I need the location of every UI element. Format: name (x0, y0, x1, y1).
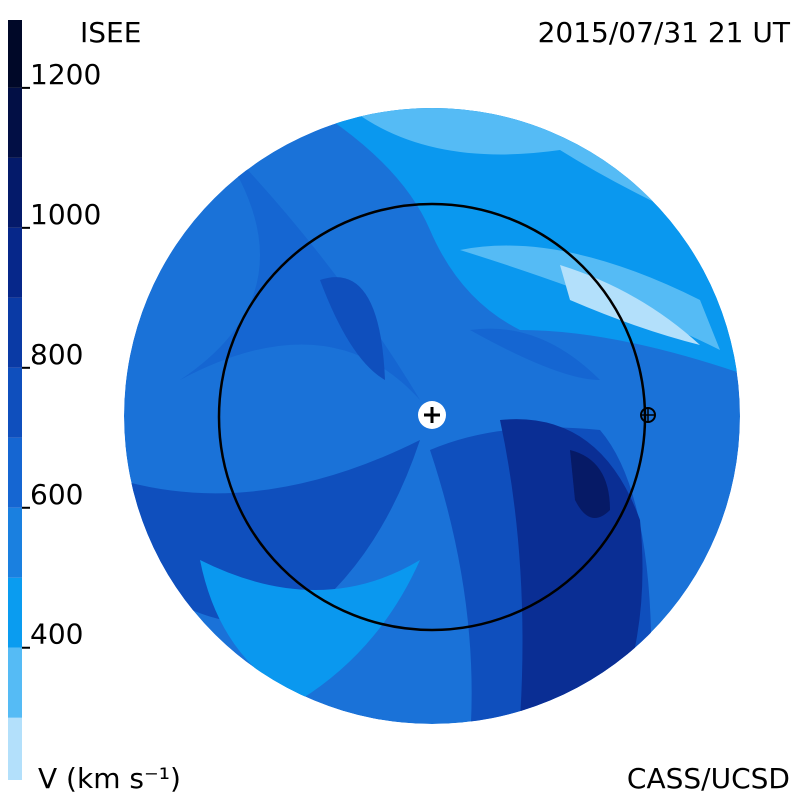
colorbar-level (8, 227, 22, 298)
colorbar-tick-label: 600 (30, 478, 83, 511)
colorbar-level (8, 647, 22, 718)
colorbar: 400 600 800 1000 1200 (8, 20, 101, 780)
earth-marker (641, 408, 655, 422)
title: ISEE (80, 16, 141, 49)
colorbar-tick-label: 400 (30, 618, 83, 651)
colorbar-level (8, 20, 22, 88)
colorbar-tick-label: 800 (30, 338, 83, 371)
earth-orbit (217, 202, 647, 632)
colorbar-level (8, 507, 22, 578)
timestamp: 2015/07/31 21 UT (538, 16, 791, 49)
colorbar-level (8, 297, 22, 368)
unit-label: V (km s⁻¹) (38, 762, 181, 795)
colorbar-level (8, 717, 22, 780)
credit: CASS/UCSD (627, 762, 790, 795)
colorbar-tick-label: 1200 (30, 58, 101, 91)
colorbar-level (8, 437, 22, 508)
colorbar-level (8, 367, 22, 438)
sun-marker (424, 407, 440, 423)
colorbar-level (8, 577, 22, 648)
colorbar-level (8, 157, 22, 228)
colorbar-tick-label: 1000 (30, 198, 101, 231)
colorbar-level (8, 87, 22, 158)
